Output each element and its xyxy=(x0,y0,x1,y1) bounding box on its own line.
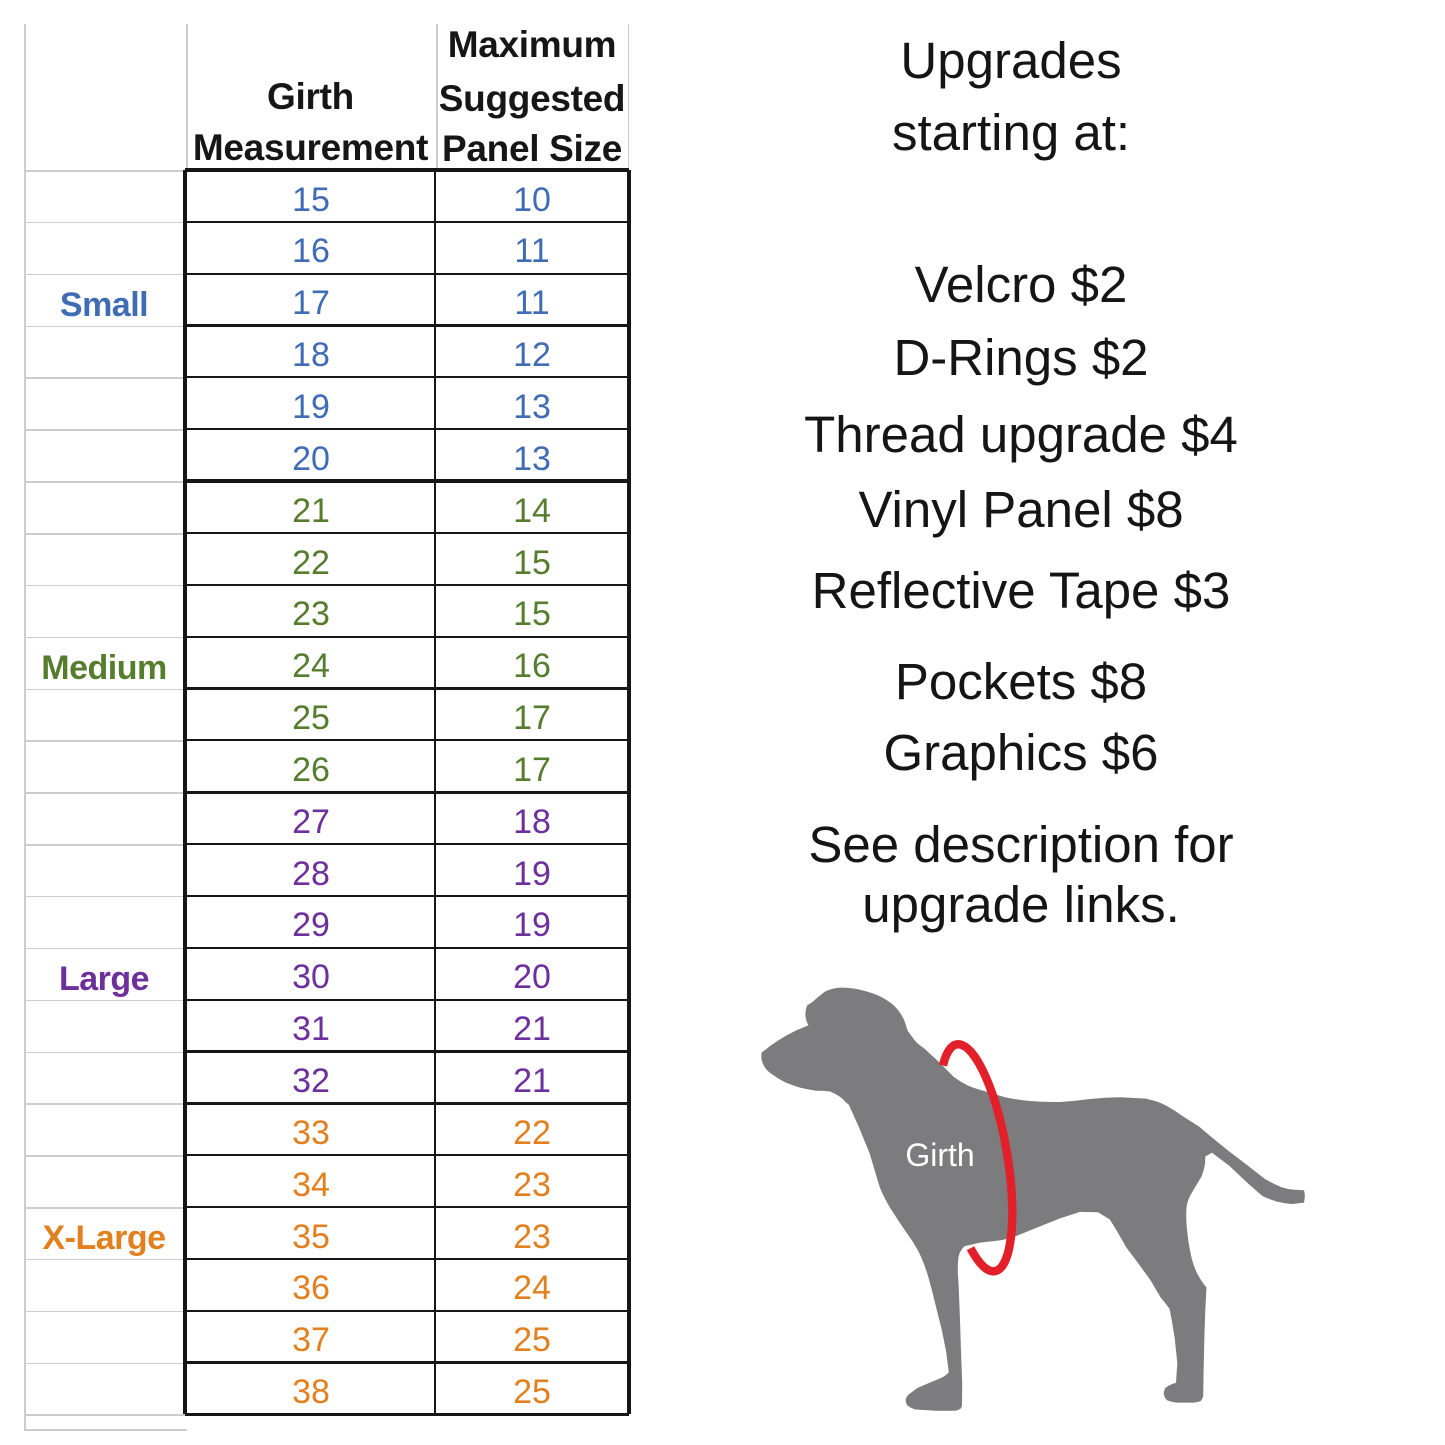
svg-text:Girth: Girth xyxy=(905,1137,974,1173)
